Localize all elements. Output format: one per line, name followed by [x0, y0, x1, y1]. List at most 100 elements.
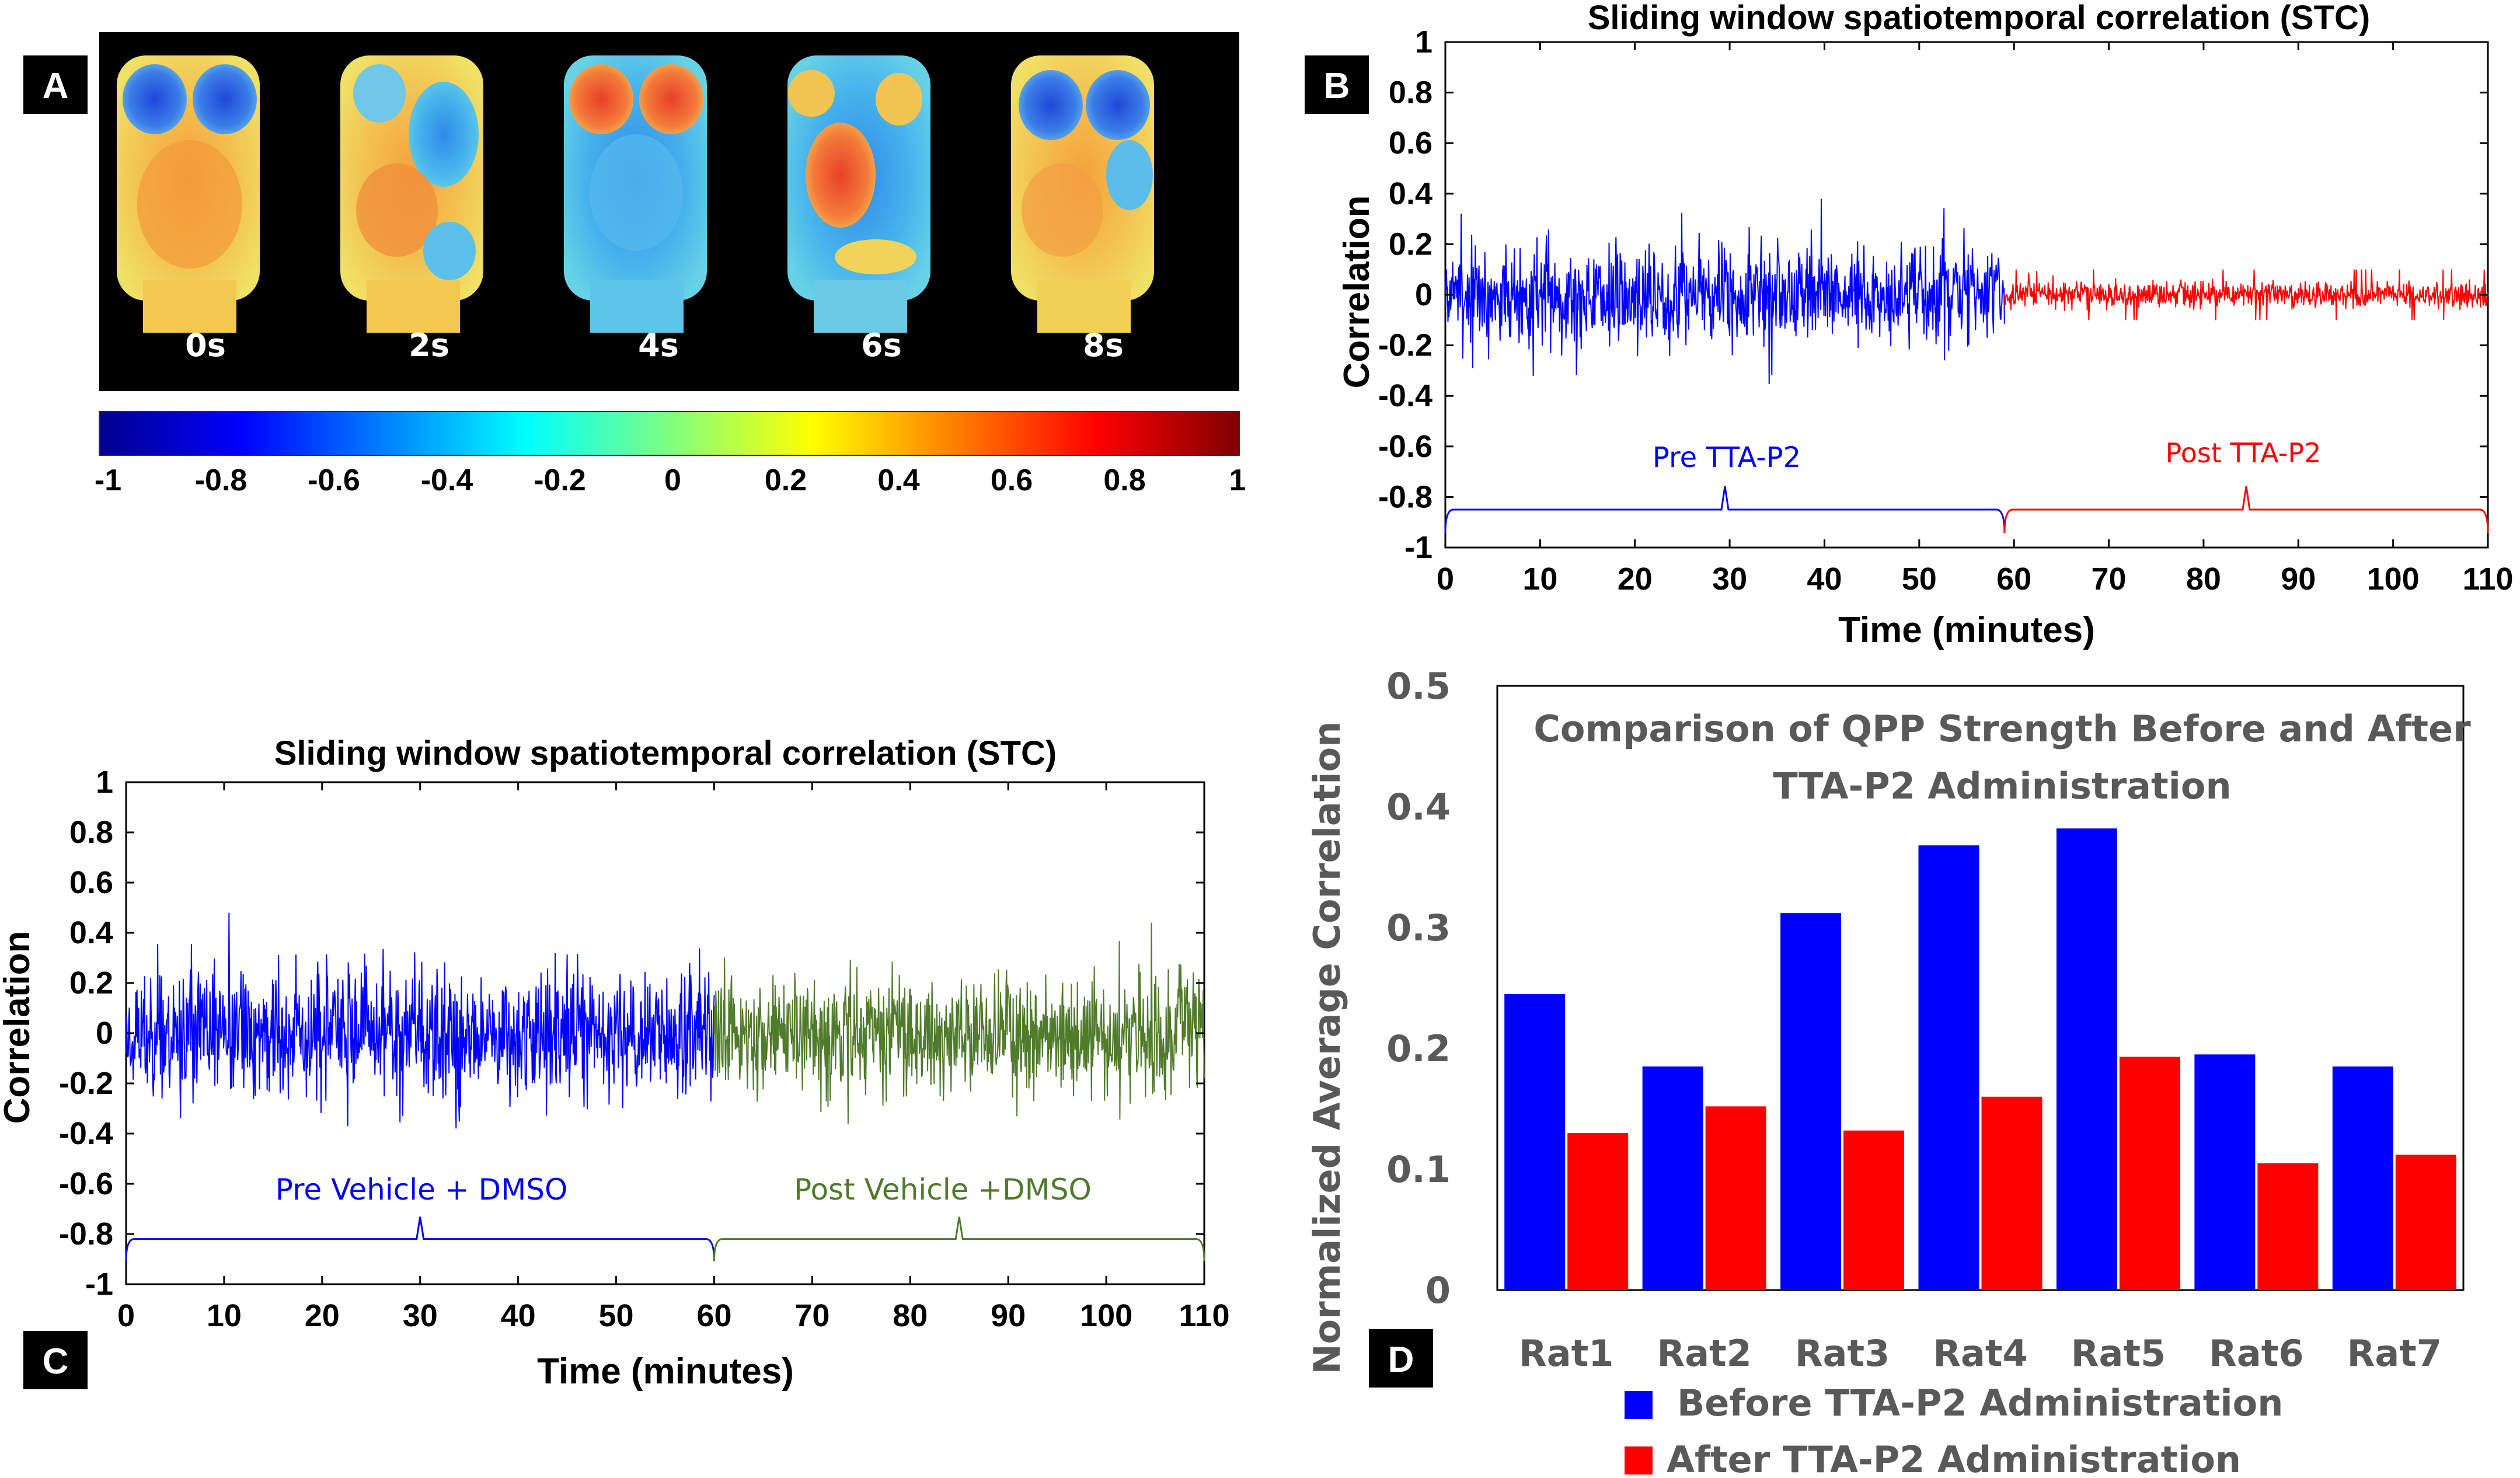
- y-tick-label: 0.4: [69, 915, 113, 950]
- bar-rat2-after: [1705, 1106, 1766, 1290]
- x-tick-label: 70: [2092, 562, 2127, 597]
- y-tick-label: -0.8: [59, 1216, 113, 1252]
- series-line-pre: [126, 912, 715, 1129]
- x-tick-label: 90: [2281, 562, 2316, 597]
- panel-letter-b: B: [1324, 66, 1350, 106]
- panel-letter-box: [23, 55, 88, 114]
- panel-letter-box: [23, 1331, 88, 1389]
- y-tick-label: 0.4: [1389, 176, 1432, 211]
- chart-c-post-brace: [713, 1216, 1205, 1261]
- panel-d: Comparison of QPP Strength Before and Af…: [1306, 665, 2471, 1478]
- chart-c-traces: [126, 912, 1205, 1129]
- series-line-post: [2003, 269, 2488, 320]
- legend-swatch-before: [1625, 1391, 1653, 1419]
- chart-d-title-line1: Comparison of QPP Strength Before and Af…: [1533, 707, 2471, 750]
- brain-cerebellum: [814, 280, 907, 333]
- colorbar-tick-label: -0.2: [534, 463, 586, 497]
- x-tick-label: 50: [1902, 562, 1937, 597]
- chart-b-post-brace: [2003, 486, 2489, 534]
- x-tick-label: 110: [1179, 1298, 1229, 1333]
- bar-rat5-after: [2119, 1057, 2180, 1290]
- y-tick-label: -1: [1404, 530, 1432, 565]
- x-tick-label: 90: [991, 1298, 1026, 1333]
- colorbar-tick-label: 0: [664, 463, 681, 497]
- x-tick-label: Rat3: [1795, 1332, 1890, 1375]
- brain-cerebellum: [1037, 280, 1131, 333]
- brain-region: [590, 134, 683, 251]
- brain-region: [788, 70, 835, 117]
- chart-c-pre-brace: [125, 1216, 715, 1261]
- series-line-pre: [1445, 198, 2005, 385]
- x-tick-label: 0: [117, 1298, 135, 1333]
- chart-b-pre-brace: [1444, 486, 2006, 534]
- y-tick-label: -0.8: [1378, 479, 1432, 514]
- colorbar-tick-label: -0.4: [421, 463, 473, 497]
- legend-swatch-after: [1625, 1446, 1653, 1474]
- brain-cerebellum: [367, 280, 460, 333]
- brain-region: [1022, 163, 1103, 257]
- x-tick-label: 40: [501, 1298, 536, 1333]
- x-tick-label: 60: [1996, 562, 2031, 597]
- brain-cerebellum: [143, 280, 236, 333]
- brain-region: [137, 140, 242, 269]
- frame-time-label: 6s: [861, 327, 902, 364]
- chart-c-pre-label: Pre Vehicle + DMSO: [276, 1173, 568, 1207]
- x-tick-label: 70: [794, 1298, 829, 1333]
- x-tick-label: 20: [1618, 562, 1653, 597]
- brain-frame-0s: [117, 55, 260, 333]
- chart-b-title: Sliding window spatiotemporal correlatio…: [1588, 0, 2371, 37]
- y-tick-label: 0.6: [1389, 126, 1432, 161]
- x-tick-label: Rat6: [2209, 1332, 2303, 1375]
- brain-region: [123, 64, 187, 134]
- y-tick-label: -0.2: [59, 1066, 113, 1101]
- colorbar-tick-label: 1: [1229, 463, 1246, 497]
- bar-rat1-after: [1567, 1132, 1629, 1290]
- y-tick-label: -0.2: [1378, 328, 1432, 363]
- bar-rat6-after: [2257, 1163, 2319, 1290]
- x-tick-label: 10: [207, 1298, 242, 1333]
- x-tick-label: Rat4: [1933, 1332, 2027, 1375]
- brain-region: [806, 123, 876, 228]
- brain-frame-4s: [564, 55, 707, 333]
- y-tick-label: 0.2: [1389, 226, 1432, 262]
- panel-a: 0s 2s 4s 6s 8s -1 -0.8 -0.6 -0.4 -0.2 0 0.2 0.4 0.6 0…: [23, 32, 1246, 497]
- x-tick-label: 50: [599, 1298, 634, 1333]
- x-tick-label: Rat7: [2347, 1332, 2442, 1375]
- frame-time-label: 0s: [185, 327, 226, 364]
- x-tick-label: 0: [1437, 562, 1454, 597]
- y-tick-label: 0: [96, 1016, 113, 1051]
- x-tick-label: Rat1: [1519, 1332, 1613, 1375]
- chart-d-ylabel: Normalized Average Correlation: [1306, 721, 1348, 1375]
- x-tick-label: 100: [1080, 1298, 1132, 1333]
- panel-letter-a: A: [43, 66, 69, 106]
- x-tick-label: Rat5: [2071, 1332, 2166, 1375]
- frame-time-label: 2s: [409, 327, 449, 364]
- brain-region: [423, 222, 476, 280]
- colorbar-tick-label: 0.4: [877, 463, 919, 497]
- bar-rat6-before: [2194, 1054, 2256, 1290]
- bar-rat4-after: [1981, 1096, 2043, 1290]
- chart-c-xlabel: Time (minutes): [537, 1351, 794, 1392]
- y-tick-label: 0.6: [69, 865, 113, 900]
- x-tick-label: 30: [1712, 562, 1747, 597]
- y-tick-label: 0.4: [1386, 786, 1451, 828]
- colorbar-tick-label: 0.2: [765, 463, 807, 497]
- brain-region: [353, 64, 406, 123]
- brain-region: [1086, 70, 1150, 140]
- y-tick-label: -0.6: [59, 1166, 113, 1201]
- y-tick-label: -0.6: [1378, 429, 1432, 464]
- panel-letter-box: [1305, 55, 1369, 114]
- brain-frame-8s: [1011, 55, 1154, 333]
- brain-region: [1106, 140, 1153, 210]
- x-tick-label: 40: [1807, 562, 1842, 597]
- x-tick-label: 110: [2462, 562, 2513, 597]
- bar-rat7-after: [2395, 1155, 2456, 1290]
- y-tick-label: 0.8: [1389, 75, 1432, 110]
- chart-c-title: Sliding window spatiotemporal correlatio…: [274, 734, 1057, 772]
- y-tick-label: -0.4: [59, 1116, 113, 1151]
- chart-d-bars: [1504, 828, 2456, 1290]
- frame-time-label: 8s: [1083, 327, 1124, 364]
- chart-b-traces: [1445, 198, 2488, 385]
- x-tick-label: 80: [893, 1298, 928, 1333]
